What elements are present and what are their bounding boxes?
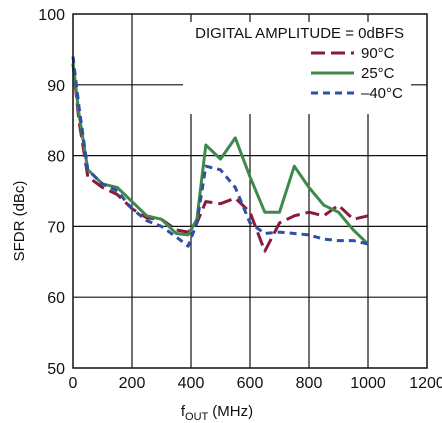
x-tick-label: 1200 (409, 375, 442, 392)
x-tick-label: 400 (178, 375, 205, 392)
series-line-1 (71, 63, 370, 246)
series-line-2 (71, 56, 369, 248)
tick-labels: 0 200 400 600 800 1000 1200 50 60 70 80 90 100 (38, 7, 442, 392)
x-axis-title-unit: (MHz) (212, 403, 253, 420)
x-tick-label: 800 (296, 375, 323, 392)
y-axis-title: SFDR (dBc) (11, 181, 28, 262)
x-tick-label: 600 (237, 375, 264, 392)
y-tick-label: 80 (47, 149, 65, 166)
y-tick-label: 100 (38, 7, 65, 24)
x-axis-title: fOUT (MHz) (181, 403, 253, 423)
legend: DIGITAL AMPLITUDE = 0dBFS 90°C 25°C –40°C (183, 22, 411, 114)
y-tick-label: 90 (47, 78, 65, 95)
x-tick-label: 0 (69, 375, 78, 392)
x-axis-title-main: f (181, 403, 186, 420)
legend-background (183, 22, 411, 114)
legend-title: DIGITAL AMPLITUDE = 0dBFS (195, 25, 404, 42)
y-tick-label: 70 (47, 219, 65, 236)
plot-frame (72, 13, 428, 369)
x-tick-label: 1000 (350, 375, 386, 392)
legend-label-1: 25°C (361, 65, 395, 82)
series-line-0 (71, 63, 369, 253)
legend-label-2: –40°C (361, 85, 403, 102)
y-tick-label: 50 (47, 361, 65, 378)
y-tick-label: 60 (47, 290, 65, 307)
series-lines (71, 56, 370, 253)
legend-label-0: 90°C (361, 45, 395, 62)
x-tick-label: 200 (119, 375, 146, 392)
x-axis-title-sub: OUT (185, 411, 209, 423)
